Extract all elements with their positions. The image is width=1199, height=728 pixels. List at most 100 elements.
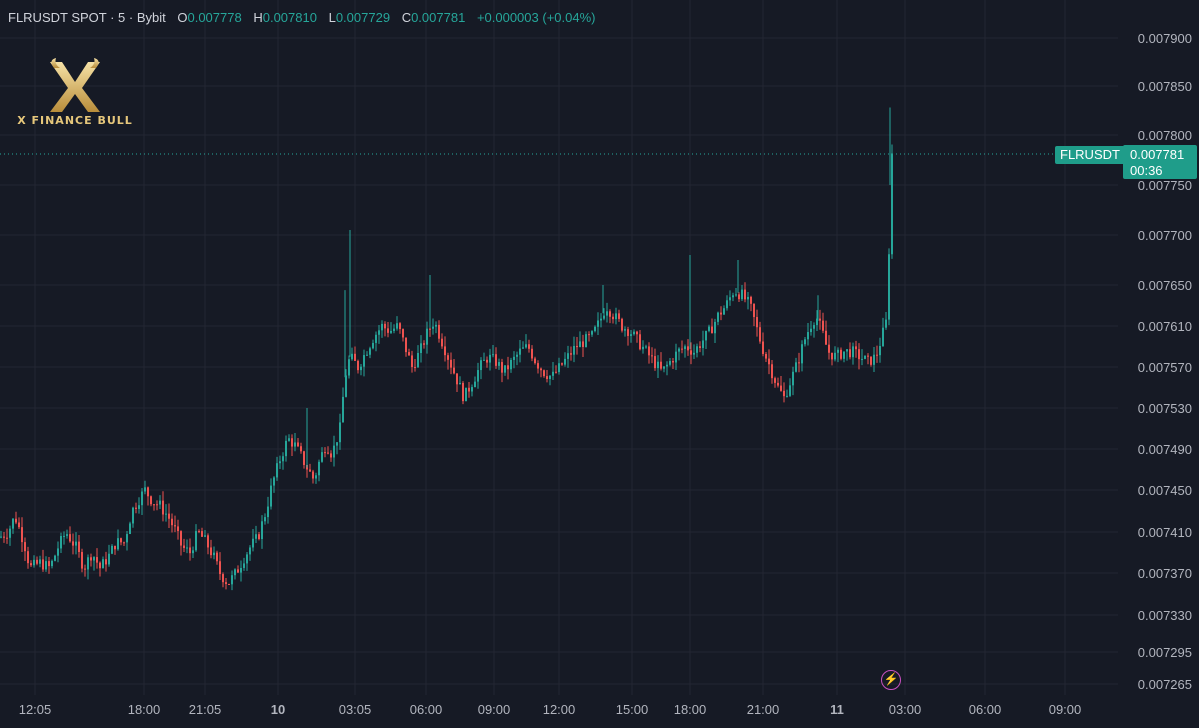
- open-label: O: [177, 10, 188, 25]
- candle-body: [693, 352, 695, 355]
- candle-body: [411, 355, 413, 368]
- candle-body: [357, 360, 359, 371]
- candle-body: [594, 326, 596, 332]
- candle-body: [162, 500, 164, 515]
- candle-body: [846, 349, 848, 352]
- candle-body: [603, 315, 605, 319]
- candle-body: [873, 354, 875, 365]
- candle-body: [24, 542, 26, 552]
- candle-body: [102, 559, 104, 569]
- candle-body: [483, 359, 485, 361]
- candle-body: [579, 341, 581, 348]
- candle-body: [375, 334, 377, 343]
- high-value: 0.007810: [262, 10, 317, 25]
- candle-body: [123, 542, 125, 544]
- candle-body: [729, 297, 731, 301]
- candle-body: [195, 531, 197, 551]
- lightning-bolt-icon[interactable]: ⚡: [881, 670, 901, 690]
- candle-body: [618, 313, 620, 319]
- candle-body: [45, 561, 47, 570]
- candle-body: [552, 371, 554, 376]
- candle-body: [225, 582, 227, 585]
- candle-body: [522, 347, 524, 349]
- candle-body: [822, 320, 824, 331]
- candle-body: [636, 331, 638, 335]
- candle-body: [315, 475, 317, 479]
- candle-body: [543, 370, 545, 377]
- symbol-title: FLRUSDT SPOT · 5 · Bybit: [8, 10, 166, 25]
- y-tick-label: 0.007410: [1138, 525, 1192, 540]
- candle-body: [318, 461, 320, 476]
- candle-body: [27, 551, 29, 564]
- candle-body: [468, 387, 470, 392]
- candle-body: [639, 334, 641, 350]
- y-tick-label: 0.007900: [1138, 31, 1192, 46]
- candle-body: [285, 440, 287, 457]
- candle-body: [174, 525, 176, 527]
- candle-body: [66, 534, 68, 536]
- candle-body: [48, 561, 50, 567]
- candle-body: [678, 348, 680, 352]
- candle-body: [246, 554, 248, 564]
- candle-body: [432, 326, 434, 329]
- candle-body: [702, 340, 704, 348]
- candle-body: [564, 358, 566, 365]
- candle-body: [150, 496, 152, 505]
- candle-body: [615, 313, 617, 320]
- candle-body: [519, 348, 521, 355]
- candle-body: [303, 451, 305, 465]
- high-label: H: [253, 10, 263, 25]
- bar-countdown: 00:36: [1130, 163, 1163, 178]
- candle-body: [87, 557, 89, 570]
- candle-body: [504, 365, 506, 373]
- candle-body: [621, 318, 623, 331]
- candle-body: [687, 346, 689, 351]
- candle-body: [864, 355, 866, 359]
- candle-body: [888, 254, 890, 320]
- candle-body: [417, 352, 419, 368]
- x-tick-label: 21:00: [747, 702, 780, 717]
- candle-body: [576, 345, 578, 348]
- candle-body: [291, 438, 293, 447]
- candle-body: [414, 367, 416, 369]
- candle-body: [804, 339, 806, 345]
- candle-body: [666, 364, 668, 367]
- candle-body: [741, 289, 743, 300]
- candle-body: [759, 327, 761, 342]
- candle-body: [606, 311, 608, 316]
- candle-body: [141, 491, 143, 506]
- candle-body: [885, 319, 887, 328]
- candle-body: [816, 318, 818, 326]
- close-value: 0.007781: [411, 10, 466, 25]
- candle-body: [540, 368, 542, 371]
- candle-body: [852, 346, 854, 358]
- candle-body: [507, 365, 509, 370]
- candle-body: [120, 538, 122, 543]
- candle-body: [795, 362, 797, 372]
- candle-body: [423, 343, 425, 345]
- symbol-badge: FLRUSDT: [1055, 146, 1125, 164]
- candle-body: [324, 452, 326, 454]
- candle-body: [855, 346, 857, 350]
- candle-body: [231, 575, 233, 585]
- candle-body: [267, 506, 269, 518]
- candle-body: [609, 311, 611, 317]
- candle-body: [165, 513, 167, 515]
- candle-body: [36, 559, 38, 564]
- candle-body: [159, 500, 161, 505]
- candle-body: [330, 453, 332, 458]
- y-tick-label: 0.007610: [1138, 319, 1192, 334]
- candle-body: [714, 321, 716, 334]
- candle-body: [153, 504, 155, 506]
- candle-body: [843, 351, 845, 359]
- candle-body: [342, 396, 344, 423]
- close-label: C: [401, 10, 412, 25]
- candle-body: [669, 361, 671, 365]
- candle-body: [339, 422, 341, 443]
- candle-body: [333, 445, 335, 458]
- candle-body: [708, 326, 710, 331]
- candle-body: [114, 545, 116, 550]
- candle-body: [486, 359, 488, 363]
- candle-body: [726, 300, 728, 309]
